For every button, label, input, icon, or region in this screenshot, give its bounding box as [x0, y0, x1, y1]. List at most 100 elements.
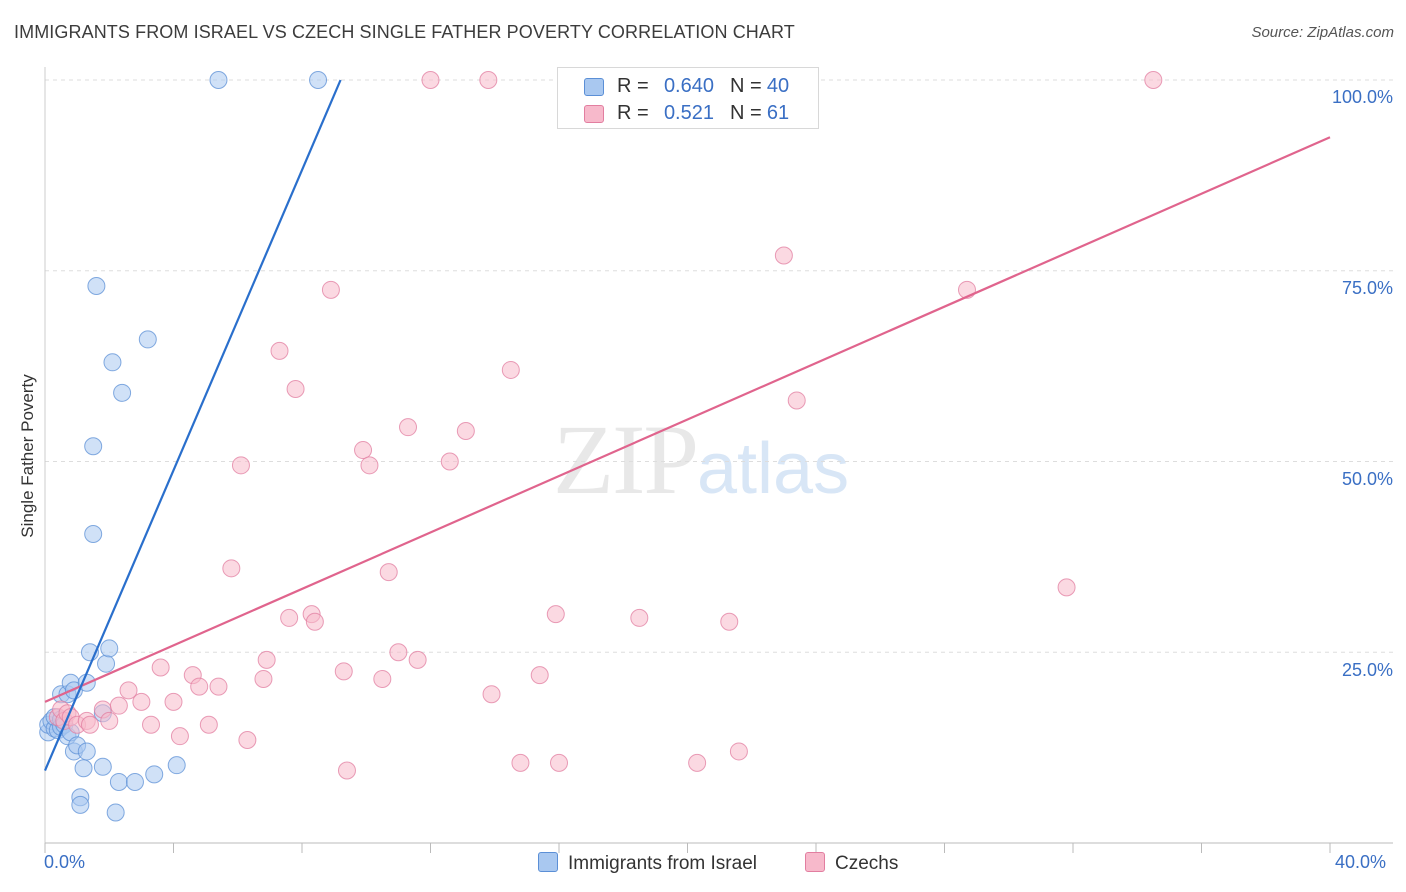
- czech-point-46: [501, 360, 520, 379]
- czech-point-27: [280, 608, 299, 627]
- watermark-atlas: atlas: [697, 429, 850, 509]
- czech-point-28: [286, 380, 305, 399]
- czech-point-48: [530, 666, 549, 685]
- legend-row-israel: R = 0.640 N = 40: [558, 73, 820, 101]
- israel-point-29: [100, 639, 119, 658]
- israel-point-30: [103, 353, 122, 372]
- czech-point-34: [354, 441, 373, 460]
- trendlines: [43, 79, 1331, 771]
- czech-point-26: [270, 341, 289, 360]
- czech-point-50: [550, 753, 568, 772]
- czech-point-38: [389, 643, 408, 662]
- israel-point-23: [84, 524, 103, 543]
- czech-point-9: [100, 711, 119, 730]
- czech-legend-label: Czechs: [835, 853, 899, 874]
- czech-point-55: [729, 742, 748, 761]
- czech-point-39: [399, 418, 418, 437]
- czech-point-24: [254, 669, 273, 688]
- czech-point-43: [456, 421, 475, 440]
- bottom-legend-israel: Immigrants from Israel: [538, 852, 757, 875]
- czech-point-12: [132, 692, 151, 711]
- czech-point-56: [774, 246, 793, 265]
- czech-point-31: [321, 280, 340, 299]
- axes: [44, 67, 1393, 853]
- czech-point-42: [440, 452, 459, 471]
- czech-point-36: [373, 669, 392, 688]
- czech-point-59: [1057, 578, 1076, 597]
- israel-point-26: [93, 757, 112, 776]
- czech-point-20: [209, 677, 228, 696]
- y-tick-label-50: 50.0%: [1341, 469, 1393, 489]
- watermark-zip: ZIP: [553, 404, 699, 515]
- czech-point-10: [109, 696, 128, 715]
- czech-point-47: [511, 753, 530, 772]
- israel-point-33: [113, 383, 132, 402]
- israel-point-34: [125, 772, 144, 791]
- czech-point-44: [479, 71, 498, 89]
- n-label: N =: [730, 75, 762, 97]
- chart-title: IMMIGRANTS FROM ISRAEL VS CZECH SINGLE F…: [14, 22, 795, 42]
- y-tick-label-100: 100.0%: [1331, 87, 1393, 107]
- israel-point-19: [74, 759, 93, 778]
- bottom-legend-czech: Czechs: [805, 852, 898, 875]
- correlation-legend: R = 0.640 N = 40 R = 0.521 N = 61: [557, 67, 819, 129]
- israel-point-31: [106, 803, 125, 822]
- czech-point-25: [257, 650, 276, 669]
- czech-point-19: [199, 715, 218, 734]
- r-value: 0.521: [663, 102, 714, 124]
- israel-point-18: [71, 795, 90, 814]
- czech-legend-swatch: [805, 852, 825, 872]
- czech-point-7: [80, 715, 99, 734]
- r-value: 0.640: [663, 75, 714, 97]
- czech-point-57: [787, 391, 806, 410]
- czech-point-53: [688, 753, 707, 772]
- czech-point-15: [164, 692, 183, 711]
- czech-trendline: [44, 136, 1331, 703]
- r-label: R =: [617, 75, 649, 97]
- czech-point-60: [1144, 71, 1163, 89]
- israel-point-28: [97, 654, 116, 673]
- czech-point-49: [546, 605, 565, 624]
- israel-point-20: [77, 742, 96, 761]
- israel-point-37: [167, 756, 186, 775]
- y-tick-label-25: 25.0%: [1341, 660, 1393, 680]
- legend-row-czech: R = 0.521 N = 61: [558, 100, 820, 128]
- czech-swatch: [584, 105, 604, 123]
- czech-point-23: [238, 730, 257, 749]
- czech-point-30: [305, 612, 324, 631]
- israel-point-25: [87, 277, 106, 296]
- n-label: N =: [730, 102, 762, 124]
- israel-legend-swatch: [538, 852, 558, 872]
- czech-point-18: [190, 677, 209, 696]
- czech-point-33: [337, 761, 356, 780]
- czech-point-37: [379, 563, 398, 582]
- gridlines: [45, 79, 1393, 653]
- israel-legend-label: Immigrants from Israel: [568, 853, 757, 874]
- czech-point-54: [720, 612, 739, 631]
- czech-point-35: [360, 456, 379, 475]
- x-tick-label-max: 40.0%: [1335, 852, 1387, 872]
- czech-point-21: [222, 559, 241, 578]
- czech-point-40: [408, 650, 427, 669]
- israel-point-39: [309, 71, 328, 89]
- czech-point-32: [334, 662, 353, 681]
- n-value: 61: [766, 102, 790, 124]
- czech-point-45: [482, 685, 501, 704]
- israel-point-35: [138, 330, 157, 349]
- israel-point-24: [84, 437, 103, 456]
- czech-point-14: [151, 658, 170, 677]
- czech-point-22: [231, 456, 250, 475]
- czech-point-11: [119, 681, 138, 700]
- israel-point-36: [145, 765, 164, 784]
- czech-points: [48, 71, 1163, 780]
- israel-swatch: [584, 78, 604, 96]
- x-tick-label-min: 0.0%: [44, 852, 86, 872]
- watermark: ZIPatlas: [553, 402, 849, 517]
- r-label: R =: [617, 102, 649, 124]
- n-value: 40: [766, 75, 790, 97]
- czech-point-41: [421, 71, 440, 89]
- israel-trendline: [43, 79, 342, 771]
- israel-point-32: [109, 772, 128, 791]
- source-label: Source: ZipAtlas.com: [1251, 24, 1394, 41]
